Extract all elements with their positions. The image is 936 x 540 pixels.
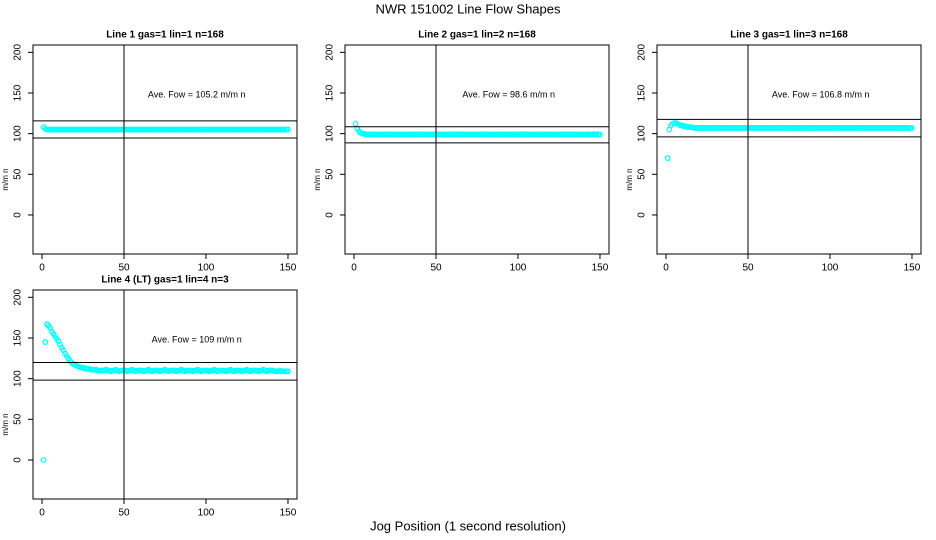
x-tick-label: 150 — [280, 508, 297, 519]
x-tick-label: 100 — [198, 263, 215, 274]
x-tick-label: 100 — [510, 263, 527, 274]
y-tick-label: 150 — [13, 329, 24, 346]
x-tick-label: 50 — [430, 263, 442, 274]
data-point — [285, 126, 291, 133]
x-tick-label: 50 — [118, 263, 130, 274]
annotation: Ave. Fow = 98.6 m/m n — [462, 90, 555, 100]
y-tick-label: 50 — [13, 413, 24, 425]
figure-title: NWR 151002 Line Flow Shapes — [376, 1, 561, 16]
y-tick-label: 150 — [325, 84, 336, 101]
data-point — [909, 125, 915, 131]
y-tick-label: 200 — [13, 44, 24, 61]
annotation: Ave. Fow = 105.2 m/m n — [148, 90, 246, 100]
x-tick-label: 100 — [198, 508, 215, 519]
data-point — [42, 339, 49, 345]
y-tick-label: 0 — [637, 212, 648, 218]
panel-title: Line 4 (LT) gas=1 lin=4 n=3 — [101, 275, 229, 286]
data-point — [40, 457, 47, 463]
y-tick-label: 150 — [13, 84, 24, 101]
y-tick-label: 100 — [637, 125, 648, 142]
x-tick-label: 0 — [663, 263, 669, 274]
plot-frame — [656, 44, 922, 255]
x-tick-label: 50 — [742, 263, 754, 274]
x-tick-label: 50 — [118, 508, 130, 519]
y-axis-label: m/m n — [1, 413, 10, 435]
annotation: Ave. Fow = 109 m/m n — [152, 335, 242, 345]
y-tick-label: 0 — [13, 212, 24, 218]
y-tick-label: 200 — [13, 289, 24, 306]
y-tick-label: 200 — [325, 44, 336, 61]
y-tick-label: 100 — [13, 370, 24, 387]
panel-title: Line 2 gas=1 lin=2 n=168 — [418, 30, 536, 41]
y-tick-label: 50 — [637, 168, 648, 180]
data-point — [285, 368, 291, 375]
data-point — [597, 131, 603, 138]
x-tick-label: 100 — [822, 263, 839, 274]
y-tick-label: 100 — [13, 125, 24, 142]
panel-title: Line 3 gas=1 lin=3 n=168 — [730, 30, 848, 41]
y-axis-label: m/m n — [313, 168, 322, 190]
y-axis-label: m/m n — [1, 168, 10, 190]
y-tick-label: 0 — [325, 212, 336, 218]
data-point — [664, 155, 671, 161]
x-tick-label: 0 — [39, 263, 45, 274]
plot-frame — [344, 44, 610, 255]
y-tick-label: 50 — [325, 168, 336, 180]
data-point — [352, 120, 359, 127]
y-axis-label: m/m n — [625, 168, 634, 190]
plot-frame — [32, 44, 298, 255]
x-tick-label: 150 — [280, 263, 297, 274]
y-tick-label: 200 — [637, 44, 648, 61]
panel-title: Line 1 gas=1 lin=1 n=168 — [106, 30, 224, 41]
plot-frame — [32, 289, 298, 500]
y-tick-label: 100 — [325, 125, 336, 142]
x-tick-label: 150 — [904, 263, 921, 274]
x-tick-label: 0 — [351, 263, 357, 274]
y-tick-label: 150 — [637, 84, 648, 101]
y-tick-label: 0 — [13, 457, 24, 463]
annotation: Ave. Fow = 106.8 m/m n — [772, 90, 870, 100]
y-tick-label: 50 — [13, 168, 24, 180]
x-axis-label: Jog Position (1 second resolution) — [370, 518, 566, 533]
x-tick-label: 0 — [39, 508, 45, 519]
x-tick-label: 150 — [592, 263, 609, 274]
